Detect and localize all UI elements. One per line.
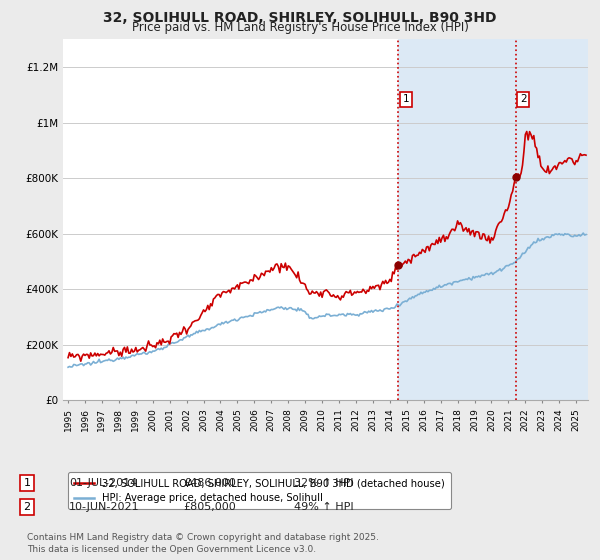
Text: 01-JUL-2014: 01-JUL-2014 <box>69 478 137 488</box>
Text: 2: 2 <box>23 502 31 512</box>
Bar <box>516 39 588 400</box>
Text: 2: 2 <box>520 95 527 104</box>
Text: 32% ↑ HPI: 32% ↑ HPI <box>294 478 353 488</box>
Text: 32, SOLIHULL ROAD, SHIRLEY, SOLIHULL, B90 3HD: 32, SOLIHULL ROAD, SHIRLEY, SOLIHULL, B9… <box>103 11 497 25</box>
Legend: 32, SOLIHULL ROAD, SHIRLEY, SOLIHULL, B90 3HD (detached house), HPI: Average pri: 32, SOLIHULL ROAD, SHIRLEY, SOLIHULL, B9… <box>68 472 451 509</box>
Text: 49% ↑ HPI: 49% ↑ HPI <box>294 502 353 512</box>
Text: 10-JUN-2021: 10-JUN-2021 <box>69 502 140 512</box>
Text: Price paid vs. HM Land Registry's House Price Index (HPI): Price paid vs. HM Land Registry's House … <box>131 21 469 34</box>
Text: 1: 1 <box>23 478 31 488</box>
Text: £805,000: £805,000 <box>183 502 236 512</box>
Bar <box>398 39 516 400</box>
Text: £486,000: £486,000 <box>183 478 236 488</box>
Text: Contains HM Land Registry data © Crown copyright and database right 2025.
This d: Contains HM Land Registry data © Crown c… <box>27 533 379 554</box>
Text: 1: 1 <box>403 95 409 104</box>
